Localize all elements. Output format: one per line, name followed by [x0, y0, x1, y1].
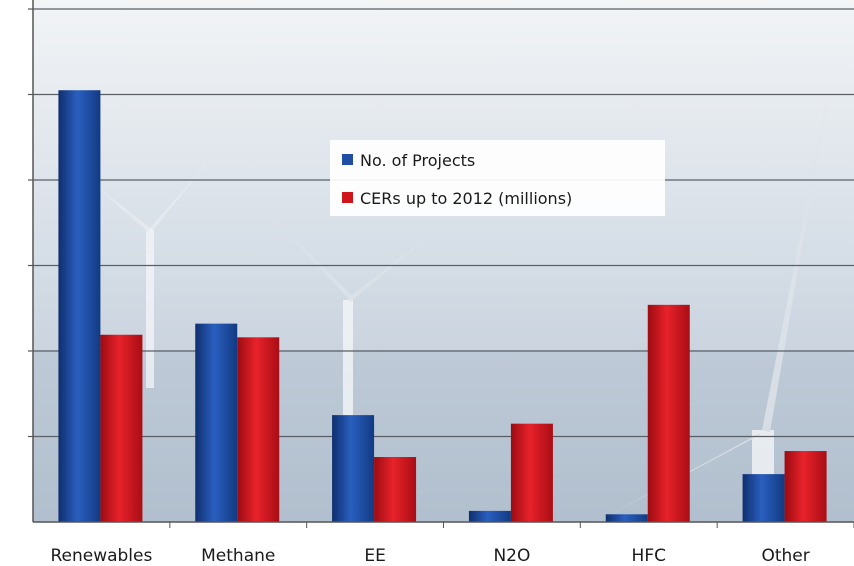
legend: No. of Projects CERs up to 2012 (million…	[330, 140, 665, 216]
bar-projects-ee	[332, 415, 375, 522]
bar-projects-renewables	[58, 90, 101, 522]
legend-box	[330, 140, 665, 216]
bar-cers-other	[784, 451, 827, 522]
bar-cers-n2o	[510, 423, 553, 522]
x-tick-label: HFC	[632, 546, 666, 566]
legend-label-cers: CERs up to 2012 (millions)	[360, 189, 572, 208]
legend-label-projects: No. of Projects	[360, 151, 475, 170]
bar-cers-methane	[237, 337, 280, 522]
x-tick-label: Methane	[201, 546, 275, 566]
bar-cers-ee	[374, 457, 417, 522]
x-tick-label: Renewables	[50, 546, 152, 566]
x-tick-label: EE	[364, 546, 385, 566]
bar-cers-renewables	[100, 334, 143, 522]
bar-projects-n2o	[468, 510, 511, 522]
x-tick-label: Other	[761, 546, 809, 566]
wind-turbine-icon	[95, 160, 210, 388]
bars	[58, 90, 827, 522]
bar-projects-other	[742, 474, 785, 522]
background-photo	[33, 0, 854, 522]
legend-swatch-projects	[342, 154, 353, 165]
bar-projects-hfc	[605, 514, 648, 522]
bar-cers-hfc	[647, 304, 690, 522]
wind-turbine-icon	[270, 215, 430, 520]
gridlines	[28, 8, 854, 438]
legend-swatch-cers	[342, 192, 353, 203]
x-tick-label: N2O	[493, 546, 530, 566]
bar-projects-methane	[195, 323, 238, 522]
x-axis-labels: Renewables Methane EE N2O HFC Other	[50, 522, 854, 566]
